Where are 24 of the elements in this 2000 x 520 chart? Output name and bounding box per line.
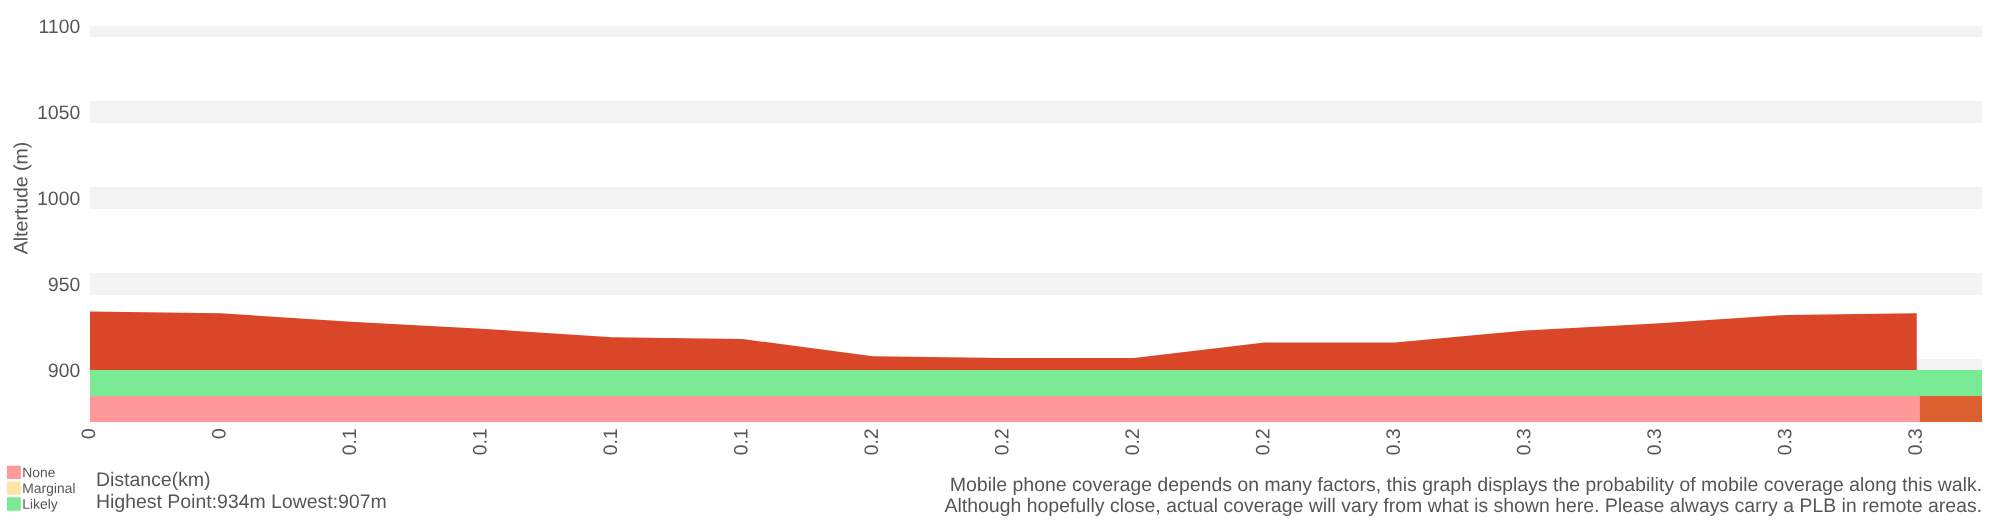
text: Highest Point:934m Lowest:907m [97,493,386,512]
x-tick-label: 0.1 [472,429,487,455]
y-tick-label: 1050 [38,105,80,120]
x-tick-label: 0.2 [1125,429,1140,455]
y-axis-title: Altertude (m) [13,143,32,255]
x-tick-label: 0 [211,429,226,439]
x-tick-label: 0.2 [994,429,1009,455]
x-axis-title: Distance(km) [97,471,210,490]
y-tick-label: 1100 [39,19,80,34]
x-tick-label: 0.1 [342,429,357,455]
x-tick-label: 0.2 [1255,429,1270,455]
x-tick-label: 0.3 [1386,429,1401,455]
x-tick-label: 0.3 [1647,429,1662,455]
x-tick-label: 0 [81,429,96,439]
x-tick-label: 0.3 [1516,429,1531,455]
x-tick-label: 0.3 [1908,429,1922,455]
x-tick-label: 0.2 [864,429,879,455]
x-tick-label: 0.3 [1777,429,1792,455]
y-tick-label: 1000 [38,191,80,206]
text: Mobile phone coverage depends on many factors, this graph displays the probability of mobile coverage along this walk. Although hopefully close, actual coverage will vary from what is shown here. Please always carry a PLB in remote areas. [944,476,1981,516]
y-tick-label: 900 [48,363,80,378]
x-tick-label: 0.1 [733,429,748,455]
y-tick-label: 950 [48,277,80,292]
x-tick-label: 0.1 [603,429,618,455]
